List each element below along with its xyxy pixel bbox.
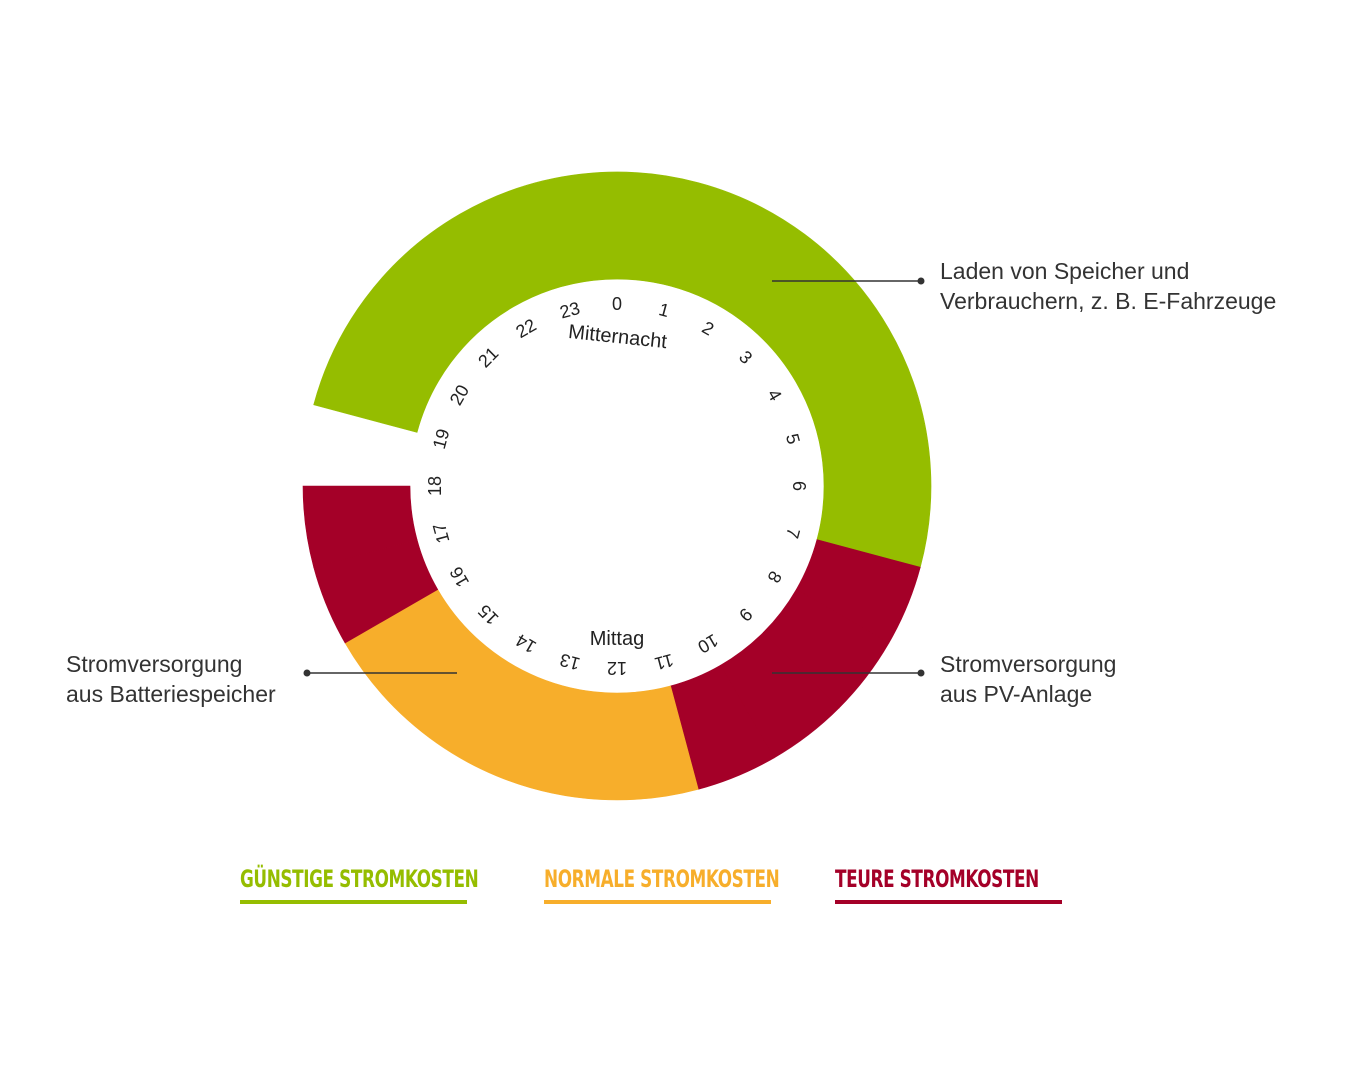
hour-label-1: 1 xyxy=(657,299,672,321)
hour-label-14: 14 xyxy=(512,630,539,657)
hour-label-10: 10 xyxy=(694,630,721,657)
hour-label-15: 15 xyxy=(474,601,502,629)
hour-label-12: 12 xyxy=(607,658,627,678)
hour-label-11: 11 xyxy=(652,650,675,674)
hour-label-13: 13 xyxy=(558,650,583,675)
pv-annotation-line2: aus PV-Anlage xyxy=(940,681,1093,707)
legend-normal-label: NORMALE STROMKOSTEN xyxy=(544,865,780,893)
battery-pointer xyxy=(303,669,457,677)
hour-label-8: 8 xyxy=(763,568,785,587)
hour-label-21: 21 xyxy=(474,343,502,371)
charging-annotation-line1: Laden von Speicher und xyxy=(940,258,1190,284)
legend-cheap-bar xyxy=(240,900,467,904)
hour-label-9: 9 xyxy=(735,604,756,625)
pv-pointer xyxy=(772,669,925,677)
charging-annotation-line2: Verbrauchern, z. B. E-Fahrzeuge xyxy=(940,288,1277,314)
hour-label-5: 5 xyxy=(782,431,804,446)
hour-label-18: 18 xyxy=(425,476,445,496)
battery-annotation-line1: Stromversorgung xyxy=(66,651,243,677)
hour-label-23: 23 xyxy=(558,298,583,323)
pv-annotation: Stromversorgung aus PV-Anlage xyxy=(940,649,1116,709)
ring-segment-red xyxy=(302,485,418,568)
legend-normal: NORMALE STROMKOSTEN xyxy=(544,862,780,906)
hour-label-22: 22 xyxy=(512,315,539,342)
ring-segment-orange xyxy=(344,589,699,801)
hour-label-7: 7 xyxy=(782,526,804,541)
legend-expensive: TEURE STROMKOSTEN xyxy=(835,862,1062,906)
hour-label-4: 4 xyxy=(763,386,785,405)
hour-label-3: 3 xyxy=(735,347,756,368)
hour-label-2: 2 xyxy=(699,317,718,339)
hour-label-0: 0 xyxy=(612,294,622,314)
battery-annotation: Stromversorgung aus Batteriespeicher xyxy=(66,649,276,709)
charging-pointer xyxy=(772,277,925,285)
legend-cheap-label: GÜNSTIGE STROMKOSTEN xyxy=(240,865,479,893)
pv-annotation-line1: Stromversorgung xyxy=(940,651,1117,677)
legend-expensive-bar xyxy=(835,900,1062,904)
legend-normal-bar xyxy=(544,900,771,904)
ring-segment-green xyxy=(313,171,932,568)
hour-label-17: 17 xyxy=(429,521,454,546)
noon-label: Mittag xyxy=(590,628,644,650)
hour-label-19: 19 xyxy=(429,427,454,452)
hour-label-6: 6 xyxy=(789,481,809,491)
legend-cheap: GÜNSTIGE STROMKOSTEN xyxy=(240,862,479,906)
legend-expensive-label: TEURE STROMKOSTEN xyxy=(835,865,1039,893)
battery-annotation-line2: aus Batteriespeicher xyxy=(66,681,276,707)
midnight-label: Mitternacht xyxy=(567,321,668,353)
hour-label-16: 16 xyxy=(446,563,473,590)
cost-ring xyxy=(302,171,932,801)
hour-label-20: 20 xyxy=(446,381,473,408)
charging-annotation: Laden von Speicher und Verbrauchern, z. … xyxy=(940,256,1276,316)
